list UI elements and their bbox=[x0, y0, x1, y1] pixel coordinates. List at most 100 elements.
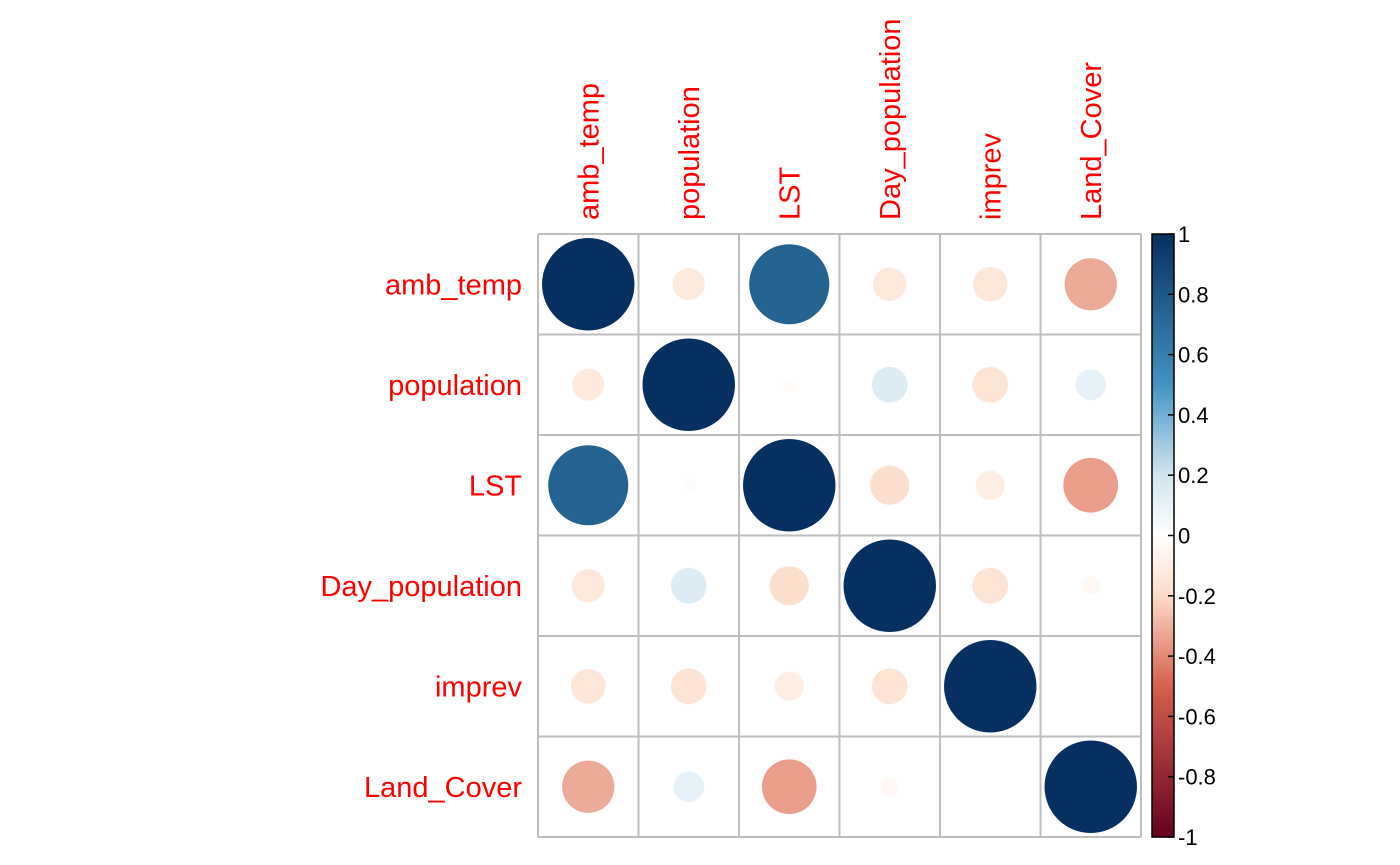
colorbar-segment bbox=[1152, 806, 1174, 811]
colorbar-segment bbox=[1152, 484, 1174, 488]
colorbar-segment bbox=[1152, 529, 1174, 534]
corr-circle-amb_temp-LST bbox=[749, 244, 830, 325]
column-labels: amb_temp population LST Day_population impre… bbox=[573, 18, 1108, 220]
corr-circle-population-population bbox=[642, 338, 735, 431]
colorbar-segment bbox=[1152, 381, 1174, 386]
colorbar-segment bbox=[1152, 728, 1174, 733]
colorbar-segment bbox=[1152, 568, 1174, 573]
colorbar-segment bbox=[1152, 282, 1174, 286]
colorbar-segment bbox=[1152, 499, 1174, 503]
colorbar-segment bbox=[1152, 625, 1174, 630]
colorbar-segment bbox=[1152, 411, 1174, 416]
colorbar-segment bbox=[1152, 638, 1174, 642]
corr-circle-LST-amb_temp bbox=[548, 445, 629, 526]
colorbar-segment bbox=[1152, 336, 1174, 341]
corr-circle-population-imprev bbox=[972, 366, 1009, 403]
col-label-population: population bbox=[674, 86, 706, 220]
colorbar-segment bbox=[1152, 758, 1174, 763]
colorbar-tick-label: -0.8 bbox=[1178, 765, 1216, 790]
colorbar-segment bbox=[1152, 809, 1174, 814]
colorbar-segment bbox=[1152, 454, 1174, 458]
corr-circle-amb_temp-amb_temp bbox=[542, 238, 635, 331]
colorbar-segment bbox=[1152, 800, 1174, 805]
colorbar-segment bbox=[1152, 243, 1174, 247]
colorbar-segment bbox=[1152, 423, 1174, 428]
colorbar-segment bbox=[1152, 707, 1174, 711]
colorbar-segment bbox=[1152, 396, 1174, 401]
colorbar-segment bbox=[1152, 327, 1174, 332]
colorbar-segment bbox=[1152, 749, 1174, 754]
colorbar-segment bbox=[1152, 432, 1174, 437]
colorbar-segment bbox=[1152, 677, 1174, 681]
colorbar-segment bbox=[1152, 502, 1174, 506]
corr-circle-population-Land_Cover bbox=[1075, 369, 1107, 401]
colorbar-segment bbox=[1152, 511, 1174, 515]
corr-circle-Day_population-amb_temp bbox=[571, 569, 605, 603]
colorbar-segment bbox=[1152, 366, 1174, 371]
colorbar-segment bbox=[1152, 252, 1174, 256]
colorbar-segment bbox=[1152, 357, 1174, 362]
colorbar-segment bbox=[1152, 613, 1174, 618]
corr-circle-imprev-imprev bbox=[944, 640, 1037, 733]
colorbar-segment bbox=[1152, 279, 1174, 283]
colorbar-segment bbox=[1152, 541, 1174, 546]
colorbar-segment bbox=[1152, 532, 1174, 537]
colorbar-segment bbox=[1152, 785, 1174, 790]
colorbar-segment bbox=[1152, 273, 1174, 277]
col-label-LST: LST bbox=[774, 167, 806, 220]
colorbar-segment bbox=[1152, 722, 1174, 727]
colorbar-segment bbox=[1152, 650, 1174, 654]
colorbar-segment bbox=[1152, 794, 1174, 799]
corr-circle-amb_temp-population bbox=[672, 268, 705, 301]
colorbar-segment bbox=[1152, 610, 1174, 615]
colorbar-segment bbox=[1152, 288, 1174, 292]
colorbar-segment bbox=[1152, 589, 1174, 594]
col-label-Land_Cover: Land_Cover bbox=[1076, 62, 1108, 220]
colorbar-segment bbox=[1152, 671, 1174, 675]
grid-layer bbox=[537, 233, 1142, 838]
colorbar-segment bbox=[1152, 505, 1174, 509]
colorbar-segment bbox=[1152, 544, 1174, 549]
colorbar-segment bbox=[1152, 662, 1174, 666]
colorbar-segment bbox=[1152, 692, 1174, 696]
colorbar-segment bbox=[1152, 577, 1174, 582]
row-label-amb_temp: amb_temp bbox=[385, 269, 522, 301]
colorbar-segment bbox=[1152, 348, 1174, 353]
colorbar-segment bbox=[1152, 556, 1174, 561]
corr-circle-imprev-population bbox=[670, 668, 707, 705]
colorbar-segment bbox=[1152, 716, 1174, 721]
colorbar-segment bbox=[1152, 514, 1174, 519]
corr-circle-Land_Cover-Day_population bbox=[880, 777, 899, 796]
colorbar-tick-label: -0.4 bbox=[1178, 644, 1216, 669]
colorbar-segment bbox=[1152, 586, 1174, 591]
colorbar-segment bbox=[1152, 303, 1174, 307]
col-label-Day_population: Day_population bbox=[875, 18, 907, 220]
colorbar-segment bbox=[1152, 791, 1174, 796]
colorbar-segment bbox=[1152, 743, 1174, 748]
colorbar-tick-label: -1 bbox=[1178, 825, 1198, 850]
colorbar-segment bbox=[1152, 565, 1174, 570]
colorbar-segment bbox=[1152, 559, 1174, 564]
corr-circle-imprev-Day_population bbox=[871, 668, 908, 705]
colorbar-segment bbox=[1152, 481, 1174, 485]
colorbar-segment bbox=[1152, 490, 1174, 494]
colorbar-segment bbox=[1152, 604, 1174, 609]
colorbar-segment bbox=[1152, 580, 1174, 585]
colorbar-segment bbox=[1152, 264, 1174, 268]
colorbar-segment bbox=[1152, 270, 1174, 274]
colorbar-segment bbox=[1152, 628, 1174, 633]
corr-circle-population-Day_population bbox=[871, 366, 908, 403]
colorbar-segment bbox=[1152, 333, 1174, 338]
colorbar-segment bbox=[1152, 393, 1174, 398]
colorbar-segment bbox=[1152, 737, 1174, 742]
colorbar-segment bbox=[1152, 659, 1174, 663]
colorbar-tick-label: -0.2 bbox=[1178, 584, 1216, 609]
corr-circle-Land_Cover-LST bbox=[761, 759, 817, 815]
colorbar-segment bbox=[1152, 547, 1174, 552]
colorbar-segment bbox=[1152, 315, 1174, 320]
corr-circle-amb_temp-imprev bbox=[972, 266, 1008, 302]
colorbar-segment bbox=[1152, 342, 1174, 347]
colorbar-segment bbox=[1152, 405, 1174, 410]
corr-circle-Land_Cover-Land_Cover bbox=[1044, 740, 1137, 833]
corr-circle-Day_population-imprev bbox=[972, 567, 1009, 604]
